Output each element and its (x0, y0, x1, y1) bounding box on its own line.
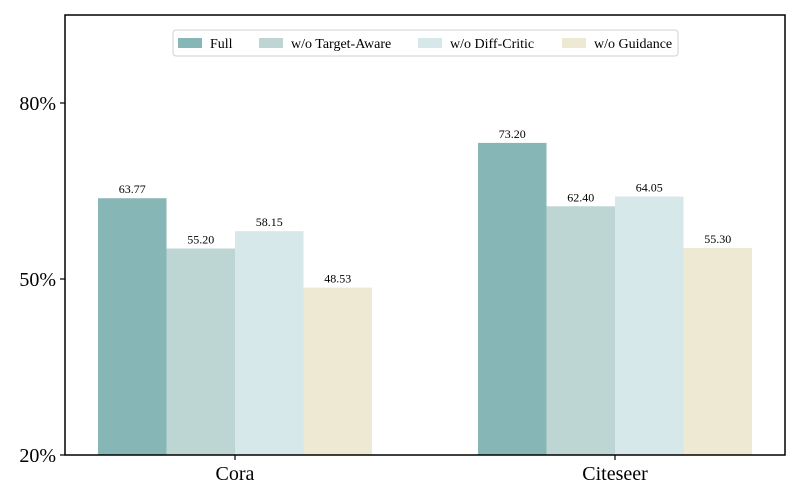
data-label: 48.53 (324, 272, 351, 286)
bar-citeseer-series-1 (546, 206, 615, 455)
data-label: 55.20 (187, 232, 214, 246)
data-label: 73.20 (499, 127, 526, 141)
bar-citeseer-series-2 (615, 196, 684, 455)
legend-swatch (562, 38, 586, 48)
y-axis: 20% 50% 80% (19, 93, 65, 467)
data-label: 55.30 (704, 232, 731, 246)
bar-cora-series-0 (98, 198, 167, 455)
legend-swatch (259, 38, 283, 48)
x-tick-label: Citeseer (582, 463, 648, 485)
y-tick-label: 80% (19, 93, 56, 115)
bar-cora-series-2 (235, 231, 304, 455)
plot-frame (64, 14, 786, 456)
bar-cora-series-1 (166, 248, 235, 455)
legend-swatch (178, 38, 202, 48)
x-axis: Cora Citeseer (216, 455, 648, 485)
data-label: 62.40 (567, 190, 594, 204)
data-labels-group: 63.77 55.20 58.15 48.53 73.20 62.40 64.05 55.30 (119, 127, 732, 286)
bar-cora-series-3 (303, 287, 372, 455)
legend-swatch (418, 38, 442, 48)
bar-citeseer-series-0 (478, 142, 547, 456)
legend: Full w/o Target-Aware w/o Diff-Critic w/o G… (172, 29, 679, 57)
y-tick-label: 50% (19, 269, 56, 291)
data-label: 63.77 (119, 182, 146, 196)
legend-label: Full (210, 37, 233, 52)
data-label: 58.15 (256, 215, 283, 229)
legend-label: w/o Guidance (594, 37, 672, 52)
bar-citeseer-series-3 (683, 247, 752, 455)
legend-label: w/o Diff-Critic (450, 37, 534, 52)
legend-label: w/o Target-Aware (291, 37, 391, 52)
y-tick-label: 20% (19, 445, 56, 467)
bars-group (98, 142, 752, 456)
data-label: 64.05 (636, 181, 663, 195)
x-tick-label: Cora (216, 463, 255, 485)
